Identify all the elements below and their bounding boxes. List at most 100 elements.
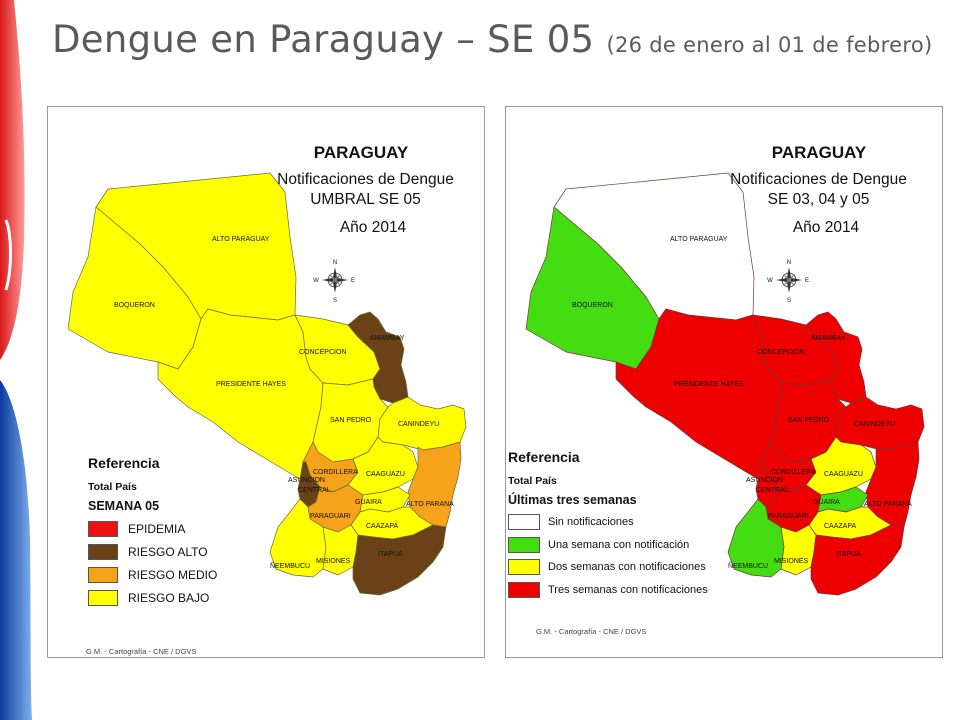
legend-label: Dos semanas con notificaciones — [548, 561, 706, 574]
dept-label-concepcion: CONCEPCION — [757, 349, 805, 356]
dept-label-itapua: ITAPUA — [378, 551, 403, 558]
dept-label-caazapa: CAAZAPA — [366, 523, 399, 530]
legend-item: RIESGO MEDIO — [88, 563, 217, 586]
compass-e: E — [805, 278, 809, 284]
dept-label-caaguazu: CAAGUAZU — [366, 471, 405, 478]
legend-swatch — [88, 543, 118, 560]
dept-label-san-pedro: SAN PEDRO — [788, 417, 830, 424]
compass-n: N — [787, 260, 791, 266]
dept-label-boqueron: BOQUERON — [114, 302, 155, 309]
legend-swatch — [508, 514, 540, 531]
legend-label: EPIDEMIA — [128, 521, 186, 536]
dept-label-amambay: AMAMBAY — [811, 335, 846, 342]
legend-scope: Total País — [88, 481, 137, 493]
legend-item: RIESGO BAJO — [88, 586, 217, 609]
map-title-line2: UMBRAL SE 05 — [310, 191, 421, 208]
legend-label: RIESGO ALTO — [128, 544, 208, 559]
dept-label-itapua: ITAPUA — [836, 551, 861, 558]
legend-label: RIESGO BAJO — [128, 590, 210, 605]
compass-n: N — [333, 260, 337, 266]
region-amambay — [347, 311, 409, 404]
map-title-line1: Notificaciones de Dengue — [730, 171, 907, 188]
dept-label-alto-parana: ALTO PARANA — [864, 501, 912, 508]
region-alto-parana — [865, 441, 920, 528]
dept-label-central: CENTRAL — [298, 487, 331, 494]
map-title-year: Año 2014 — [339, 219, 407, 236]
compass-w: W — [767, 278, 773, 284]
region-neembucu — [269, 498, 327, 578]
map-title-country: PARAGUAY — [771, 143, 867, 162]
slide-title: Dengue en Paraguay – SE 05 (26 de enero … — [52, 18, 932, 61]
dept-label-canindeyu: CANINDEYU — [854, 421, 896, 428]
legend-period: SEMANA 05 — [88, 499, 160, 513]
legend-swatch — [508, 536, 540, 553]
dept-label-central: CENTRAL — [756, 487, 789, 494]
legend-label: Una semana con notificación — [548, 538, 690, 551]
dept-label-san-pedro: SAN PEDRO — [330, 417, 372, 424]
legend-heading: Referencia — [88, 455, 160, 471]
map-panel-umbral: N S W E PARAGUAY Notificaciones de Dengu… — [47, 106, 485, 658]
dept-label-presidente-hayes: PRESIDENTE HAYES — [216, 381, 286, 388]
map-credit: G.M. - Cartografía - CNE / DGVS — [86, 647, 197, 656]
legend-item: EPIDEMIA — [88, 517, 217, 540]
region-itapua — [810, 524, 905, 596]
compass-icon: N S W E — [313, 260, 355, 304]
map-title-line1: Notificaciones de Dengue — [277, 171, 454, 188]
dept-label-asuncion: ASUNCION — [288, 477, 325, 484]
compass-s: S — [787, 298, 791, 304]
slide-title-main: Dengue en Paraguay – SE 05 — [52, 18, 595, 61]
map-credit: G.M. - Cartografía - CNE / DGVS — [536, 627, 647, 636]
dept-label-paraguari: PARAGUARI — [768, 513, 809, 520]
dept-label-caaguazu: CAAGUAZU — [824, 471, 863, 478]
dept-label-neembucu: ÑEEMBUCU — [270, 563, 311, 570]
dept-label-alto-paraguay: ALTO PARAGUAY — [212, 236, 270, 243]
legend-item: RIESGO ALTO — [88, 540, 217, 563]
region-neembucu — [727, 498, 785, 578]
slide-title-sub: (26 de enero al 01 de febrero) — [606, 33, 933, 57]
dept-label-guaira: GUAIRA — [813, 499, 840, 506]
dept-label-guaira: GUAIRA — [355, 499, 382, 506]
legend-label: Tres semanas con notificaciones — [548, 583, 708, 596]
legend-item: Tres semanas con notificaciones — [508, 579, 708, 602]
legend-label: Sin notificaciones — [548, 516, 634, 529]
legend-heading: Referencia — [508, 449, 580, 465]
legend-item: Sin notificaciones — [508, 511, 708, 534]
map-title-year: Año 2014 — [792, 219, 860, 236]
dept-label-presidente-hayes: PRESIDENTE HAYES — [674, 381, 744, 388]
dept-label-boqueron: BOQUERON — [572, 302, 613, 309]
map-title-line2: SE 03, 04 y 05 — [767, 191, 870, 208]
dept-label-concepcion: CONCEPCION — [299, 349, 347, 356]
region-itapua — [352, 524, 447, 596]
compass-e: E — [351, 278, 355, 284]
flag-decoration — [0, 0, 40, 720]
dept-label-misiones: MISIONES — [774, 558, 809, 565]
legend-swatch — [88, 589, 118, 606]
dept-label-cordillera: CORDILLERA — [771, 469, 816, 476]
dept-label-neembucu: ÑEEMBUCU — [728, 563, 769, 570]
dept-label-alto-paraguay: ALTO PARAGUAY — [670, 236, 728, 243]
legend-scope: Total País — [508, 475, 557, 487]
map-umbral: N S W E — [67, 172, 467, 596]
legend-swatch — [508, 559, 540, 576]
compass-w: W — [313, 278, 319, 284]
legend-label: RIESGO MEDIO — [128, 567, 218, 582]
dept-label-paraguari: PARAGUARI — [310, 513, 351, 520]
legend-item: Dos semanas con notificaciones — [508, 556, 708, 579]
map-title-country: PARAGUAY — [313, 143, 409, 162]
legend-swatch — [88, 520, 118, 537]
dept-label-cordillera: CORDILLERA — [313, 469, 358, 476]
legend-period: Últimas tres semanas — [508, 493, 637, 507]
dept-label-misiones: MISIONES — [316, 558, 351, 565]
dept-label-alto-parana: ALTO PARANA — [406, 501, 454, 508]
legend-item: Una semana con notificación — [508, 534, 708, 557]
compass-icon: N S W E — [767, 260, 809, 304]
compass-s: S — [333, 298, 337, 304]
map-legend: Referencia Total País SEMANA 05 EPIDEMIA… — [88, 455, 217, 609]
region-alto-parana — [407, 441, 462, 528]
dept-label-asuncion: ASUNCION — [746, 477, 783, 484]
region-amambay — [805, 311, 867, 404]
legend-swatch — [88, 566, 118, 583]
dept-label-amambay: AMAMBAY — [370, 335, 405, 342]
dept-label-caazapa: CAAZAPA — [824, 523, 857, 530]
map-semanas: N S W E — [525, 172, 925, 596]
